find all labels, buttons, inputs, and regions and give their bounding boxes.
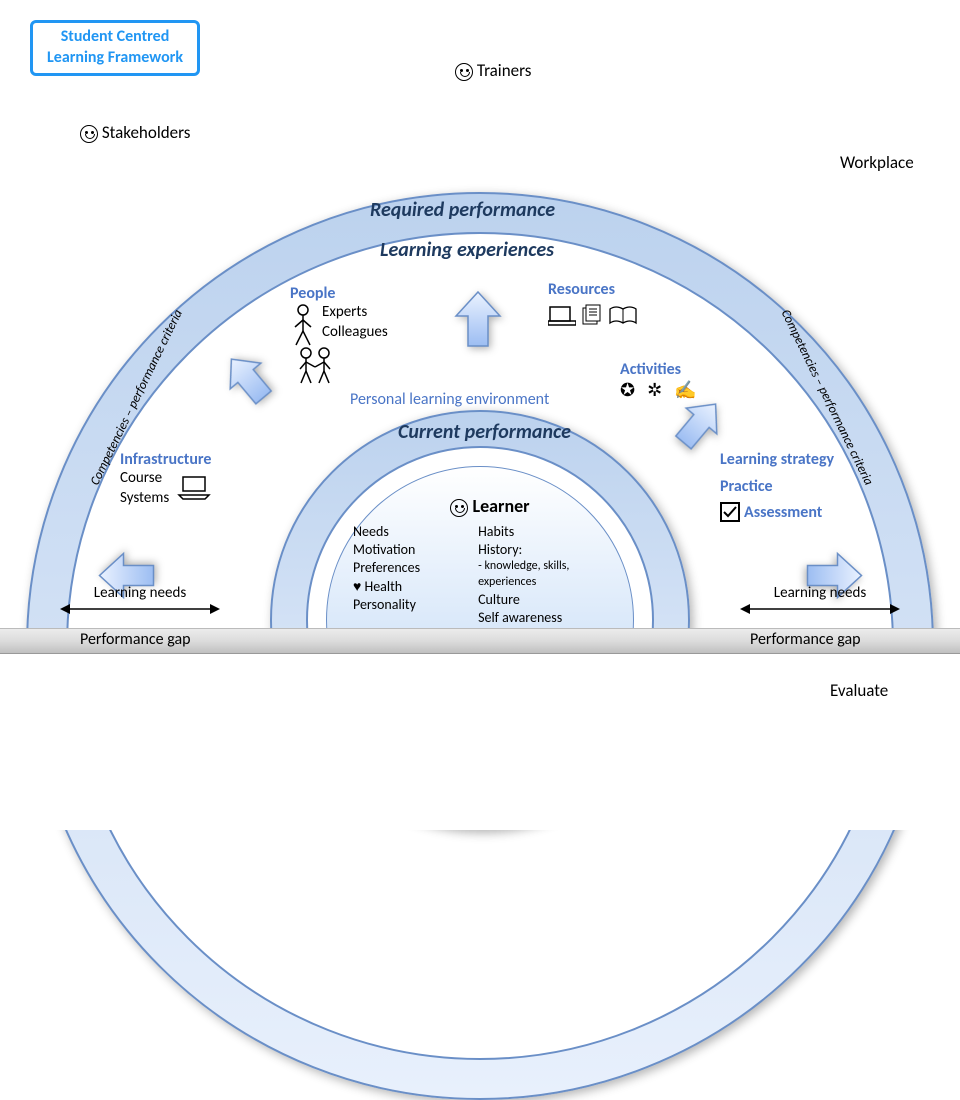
learning-experiences-title: Learning experiences (380, 238, 554, 262)
performance-gap-right: Performance gap (750, 630, 861, 649)
people-block: People ExpertsColleagues (290, 284, 388, 390)
checkbox-icon (720, 502, 740, 522)
laptop-icon (177, 475, 211, 503)
book-icon (608, 305, 638, 327)
evaluate-label: Evaluate (830, 680, 888, 701)
strategy-block: Learning strategy Practice Assessment (720, 450, 834, 522)
face-icon (80, 125, 98, 143)
infrastructure-block: Infrastructure CourseSystems (120, 450, 211, 508)
person-icon (290, 303, 316, 347)
performance-gap-left: Performance gap (80, 630, 191, 649)
workplace-label: Workplace (840, 152, 914, 173)
people-pair-icon (294, 347, 338, 385)
learning-needs-left: Learning needs (60, 600, 220, 602)
trainers-label: Trainers (455, 60, 531, 81)
required-performance-title: Required performance (370, 198, 555, 222)
resources-block: Resources (548, 280, 638, 332)
documents-icon (580, 303, 604, 327)
face-icon (450, 499, 468, 517)
ple-label: Personal learning environment (350, 390, 549, 409)
framework-title: Student Centred Learning Framework (30, 20, 200, 76)
current-performance-title: Current performance (398, 420, 571, 444)
stakeholders-label: Stakeholders (80, 122, 190, 143)
learner-block: Learner Needs Motivation Preferences ♥ H… (345, 495, 635, 629)
arrow-up (450, 290, 506, 361)
learning-needs-right: Learning needs (740, 600, 900, 602)
computer-icon (548, 305, 576, 327)
face-icon (455, 63, 473, 81)
